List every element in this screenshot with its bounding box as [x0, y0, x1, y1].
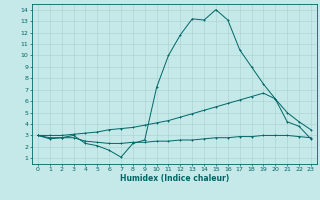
X-axis label: Humidex (Indice chaleur): Humidex (Indice chaleur): [120, 174, 229, 183]
